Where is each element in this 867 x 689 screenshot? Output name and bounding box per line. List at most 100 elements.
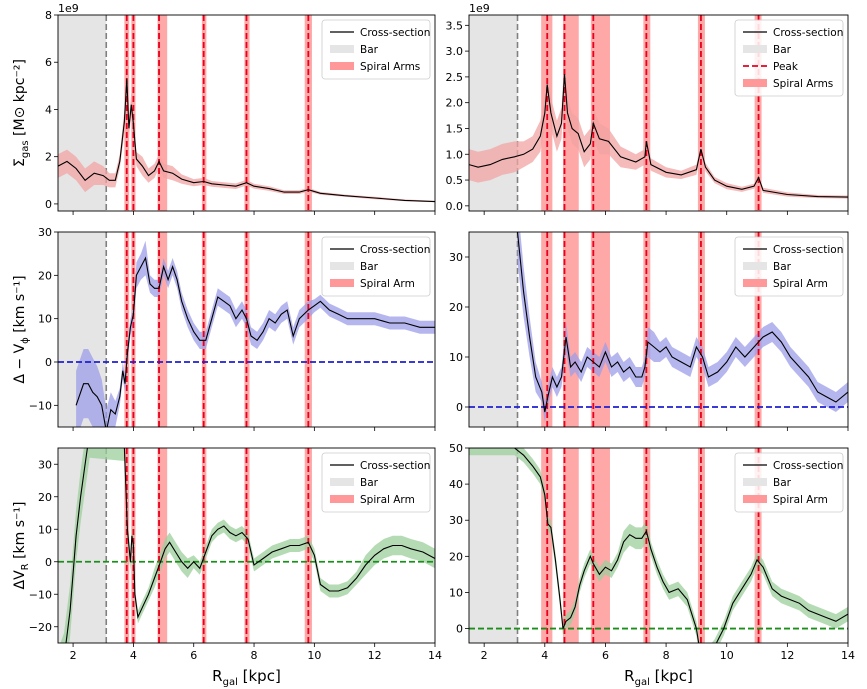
- plot-area: [58, 448, 435, 643]
- x-label-main: R: [624, 667, 634, 685]
- spiral-arm-band: [562, 448, 579, 643]
- spiral-arm-band: [131, 15, 136, 211]
- spiral-arm-band: [124, 15, 130, 211]
- x-label-unit: [kpc]: [238, 667, 281, 685]
- legend-label: Bar: [773, 44, 792, 56]
- y-tick-label: 2: [45, 151, 52, 164]
- x-tick-label: 6: [602, 649, 609, 662]
- legend-label: Cross-section: [773, 244, 843, 256]
- y-tick-label: 20: [449, 301, 463, 314]
- axes-frame: [468, 447, 849, 644]
- spiral-arm-band: [244, 448, 250, 643]
- spiral-arm-band: [562, 232, 579, 427]
- legend: Cross-section Bar Spiral Arms: [321, 19, 431, 80]
- y-label-unit: [M⊙ kpc⁻²]: [12, 59, 28, 140]
- y-tick-label: 20: [38, 491, 52, 504]
- cross-section-line: [469, 74, 848, 198]
- spiral-arm-band: [541, 15, 553, 211]
- plot-area: [469, 15, 848, 211]
- y-tick-label: 1.0: [446, 148, 464, 161]
- spiral-arm-band: [157, 232, 168, 427]
- spiral-arm-band: [131, 232, 136, 427]
- legend-bar-handle: [743, 262, 767, 270]
- spiral-arm-band: [304, 15, 312, 211]
- legend-box: [734, 19, 844, 97]
- y-tick-label: 6: [45, 56, 52, 69]
- legend-label: Bar: [360, 44, 379, 56]
- y-tick-label: 1.5: [446, 122, 464, 135]
- legend-label: Cross-section: [360, 27, 430, 39]
- spiral-arm-band: [590, 15, 610, 211]
- y-tick-label: 3.5: [446, 19, 464, 32]
- x-tick-label: 2: [481, 649, 488, 662]
- uncertainty-band: [58, 64, 435, 203]
- y-tick-label: 20: [38, 269, 52, 282]
- panel-vphi-left: −10 0 10 20 30 Δ − Vϕ [km s⁻¹] Cross-section Ba…: [12, 226, 436, 431]
- legend: Cross-section Bar Spiral Arm: [321, 452, 431, 513]
- y-tick-label: 10: [449, 351, 463, 364]
- y-label-main: Δ − V: [12, 343, 28, 383]
- legend-arm-handle: [330, 495, 354, 503]
- y-tick-label: 30: [38, 226, 52, 239]
- y-label-sub: ϕ: [20, 337, 31, 344]
- y-label-main: ΔV: [12, 570, 28, 590]
- axes-frame: [468, 231, 849, 428]
- y-tick-label: 8: [45, 9, 52, 22]
- legend-bar-handle: [743, 478, 767, 486]
- spiral-arm-band: [754, 448, 762, 643]
- cross-section-line: [58, 78, 435, 203]
- legend: Cross-section Bar Spiral Arm: [321, 236, 431, 297]
- legend-arm-handle: [330, 62, 354, 70]
- x-axis-label: Rgal [kpc]: [624, 667, 693, 688]
- axes-frame: [468, 14, 849, 212]
- bar-region: [469, 232, 518, 427]
- y-tick-label: −10: [29, 588, 52, 601]
- y-axis-label: Δ − Vϕ [km s⁻¹]: [12, 275, 31, 383]
- offset-text: 1e9: [469, 2, 490, 15]
- legend-arm-handle: [743, 279, 767, 287]
- y-tick-label: −20: [29, 621, 52, 634]
- y-tick-label: 20: [449, 550, 463, 563]
- y-label-sub: R: [20, 563, 31, 570]
- y-tick-label: 4: [45, 103, 52, 116]
- legend-label: Bar: [360, 477, 379, 489]
- legend: Cross-section Bar Spiral Arm: [734, 452, 844, 513]
- panel-vphi-right: 0 10 20 30 Cross-section Bar Spiral Arm: [449, 231, 849, 431]
- x-tick-label: 14: [428, 649, 442, 662]
- plot-area: [469, 232, 848, 427]
- legend-label: Bar: [773, 477, 792, 489]
- y-axis-label: Σgas [M⊙ kpc⁻²]: [12, 59, 31, 167]
- spiral-arm-band: [201, 232, 207, 427]
- spiral-arm-band: [244, 232, 250, 427]
- legend-label: Spiral Arms: [360, 61, 420, 73]
- y-tick-label: 10: [449, 586, 463, 599]
- legend-arm-handle: [743, 495, 767, 503]
- legend-label: Cross-section: [773, 460, 843, 472]
- legend-label: Cross-section: [360, 460, 430, 472]
- spiral-arm-band: [244, 15, 250, 211]
- spiral-arm-band: [590, 232, 610, 427]
- y-axis-label: ΔVR [km s⁻¹]: [12, 502, 31, 590]
- plot-area: [58, 15, 435, 211]
- spiral-arm-band: [643, 232, 651, 427]
- legend-label: Spiral Arm: [773, 278, 828, 290]
- y-label-unit: [km s⁻¹]: [12, 275, 28, 337]
- spiral-arm-band: [201, 15, 207, 211]
- spiral-arm-band: [304, 232, 312, 427]
- y-tick-label: 0: [45, 198, 52, 211]
- uncertainty-band: [517, 232, 848, 422]
- legend-label: Spiral Arms: [773, 78, 833, 90]
- y-label-main: Σ: [12, 158, 28, 167]
- x-tick-label: 4: [541, 649, 548, 662]
- offset-text: 1e9: [58, 2, 79, 15]
- spiral-arm-band: [201, 448, 207, 643]
- y-label-sub: gas: [20, 140, 31, 158]
- cross-section-line: [516, 232, 848, 413]
- legend-arm-handle: [330, 279, 354, 287]
- x-axis-label: Rgal [kpc]: [212, 667, 281, 688]
- y-label-unit: [km s⁻¹]: [12, 502, 28, 564]
- y-tick-label: 0: [45, 556, 52, 569]
- y-tick-label: 30: [449, 251, 463, 264]
